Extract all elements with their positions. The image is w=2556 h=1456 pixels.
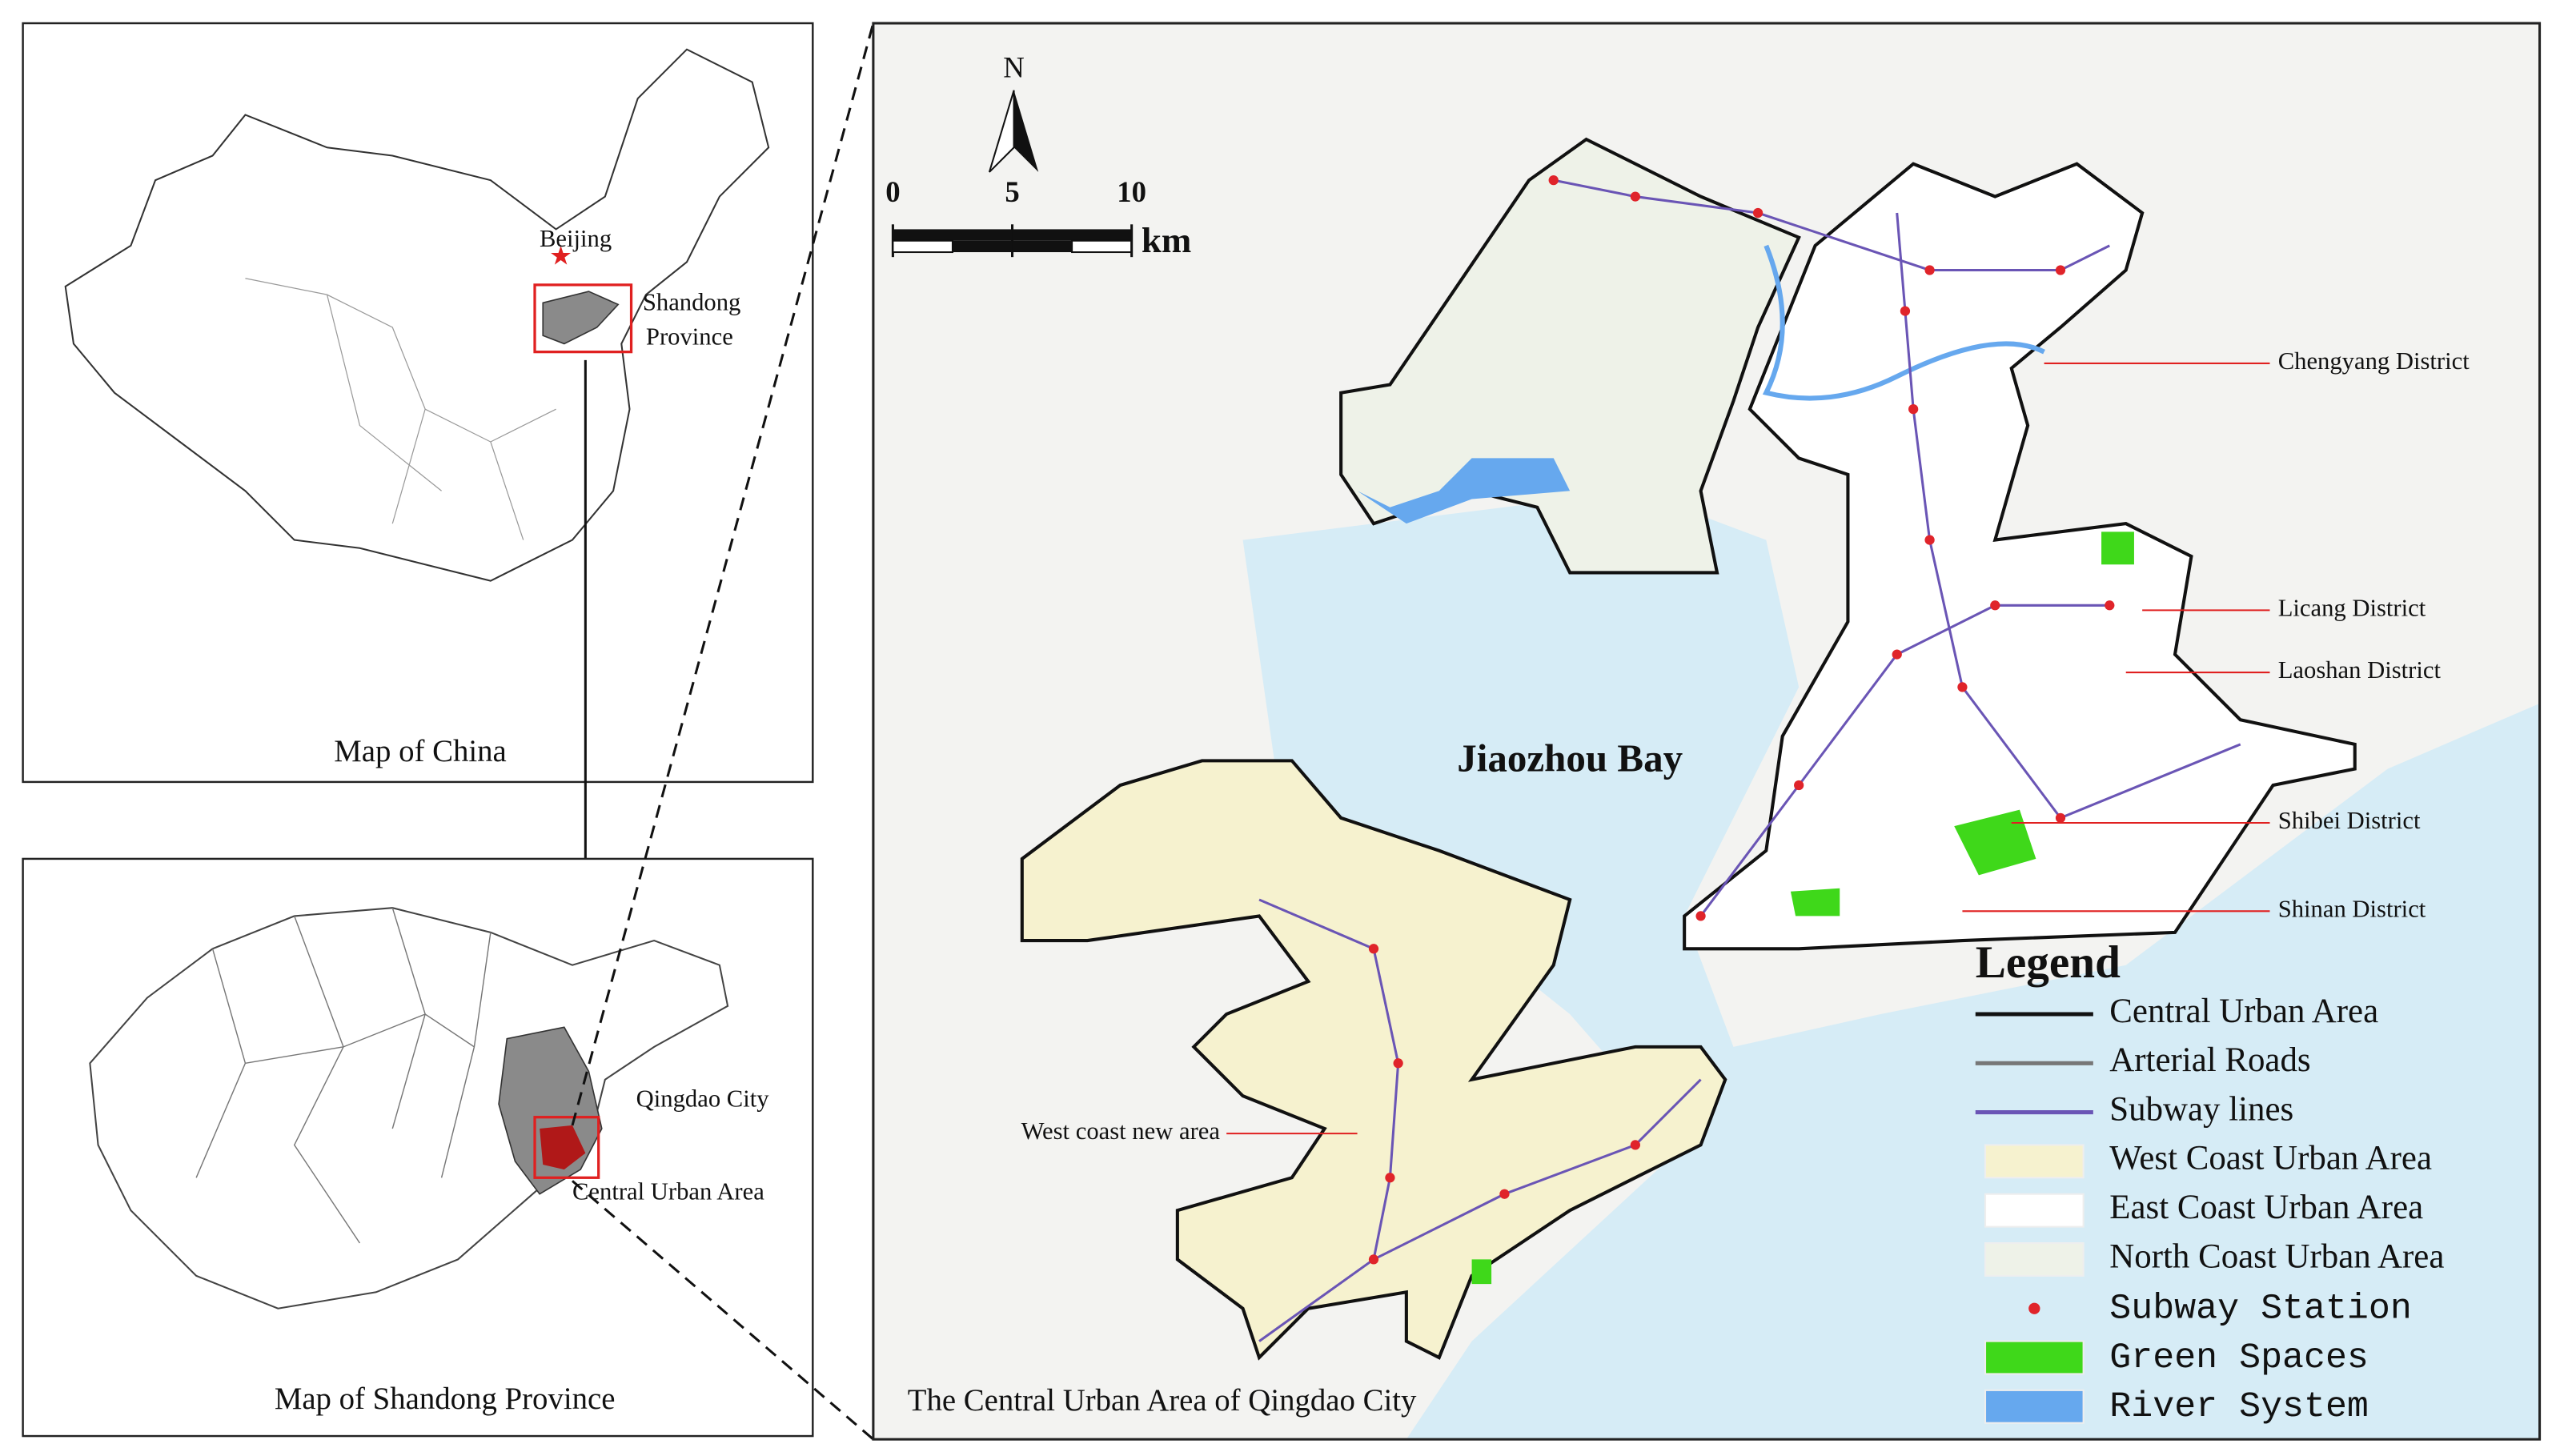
scale-bar: 0 5 10 km <box>885 175 1191 260</box>
legend-swatch <box>1984 1241 2085 1277</box>
connector <box>572 1180 874 1441</box>
legend-label: Subway lines <box>2109 1090 2293 1128</box>
scale-tick-label: 0 <box>885 175 900 208</box>
province-borders <box>245 278 556 540</box>
legend-swatch <box>1984 1144 2085 1179</box>
legend-label: Central Urban Area <box>2109 993 2378 1030</box>
north-label: N <box>1003 51 1025 84</box>
china-outline <box>64 48 770 582</box>
highlight-box <box>533 1116 600 1179</box>
scale-segment <box>1012 229 1132 241</box>
scale-segment <box>893 229 1013 241</box>
east-coast-area <box>1683 162 2357 951</box>
legend-label: North Coast Urban Area <box>2109 1237 2444 1275</box>
west-coast-area <box>1020 759 1727 1361</box>
central-area-shape <box>540 1125 586 1170</box>
legend-title: Legend <box>1976 937 2121 988</box>
water <box>1242 491 2540 1440</box>
river <box>1357 458 1571 524</box>
district-label: Laoshan District <box>2278 656 2442 684</box>
legend-swatch <box>1984 1389 2085 1424</box>
area-label: West coast new area <box>1021 1117 1221 1145</box>
legend-label: West Coast Urban Area <box>2109 1140 2432 1177</box>
panel-title: Map of Shandong Province <box>275 1382 616 1416</box>
scale-segment <box>1012 240 1073 253</box>
shandong-outline <box>89 907 729 1310</box>
capital-star: ★ <box>549 243 572 271</box>
subway-line <box>1553 178 2110 272</box>
legend-swatch <box>2028 1302 2040 1314</box>
map-title: The Central Urban Area of Qingdao City <box>908 1383 1417 1418</box>
scale-tick-label: 5 <box>1005 175 1019 208</box>
legend-label: Green Spaces <box>2109 1338 2369 1378</box>
area-label: Central Urban Area <box>572 1178 764 1205</box>
highlight-box <box>533 283 633 354</box>
district-label: Shibei District <box>2278 807 2421 834</box>
panel-frame <box>872 22 2542 1441</box>
scale-segment <box>1071 239 1133 254</box>
legend-swatch <box>1984 1193 2085 1228</box>
city-label: Qingdao City <box>636 1085 770 1112</box>
province-label: Province <box>646 323 733 350</box>
province-label: Shandong <box>643 288 741 315</box>
district-label: Licang District <box>2278 594 2426 621</box>
subway-line <box>1896 212 2241 820</box>
city-borders <box>195 908 492 1244</box>
subway-stations <box>1368 175 2115 1265</box>
district-label: Chengyang District <box>2278 347 2470 375</box>
legend-label: River System <box>2109 1387 2369 1427</box>
river <box>1762 244 2045 401</box>
legend-label: Subway Station <box>2109 1290 2412 1330</box>
legend-label: East Coast Urban Area <box>2109 1189 2423 1226</box>
legend-label: Arterial Roads <box>2109 1041 2310 1079</box>
shandong-shape <box>542 291 620 345</box>
scale-segment <box>952 240 1013 253</box>
scale-unit: km <box>1142 220 1191 260</box>
district-labels: Chengyang District Licang District Laoshan… <box>1962 347 2470 922</box>
scale-tick-label: 10 <box>1117 175 1146 208</box>
green-space <box>1471 531 2134 1285</box>
bay-label: Jiaozhou Bay <box>1457 736 1683 780</box>
scale-segment <box>892 239 953 254</box>
panel-title: Map of China <box>334 734 507 768</box>
capital-label: Beijing <box>540 225 612 252</box>
legend: Legend Central Urban Area Arterial Roads S… <box>1975 937 2444 1427</box>
legend-swatch <box>1984 1340 2085 1375</box>
district-label: Shinan District <box>2278 895 2426 922</box>
